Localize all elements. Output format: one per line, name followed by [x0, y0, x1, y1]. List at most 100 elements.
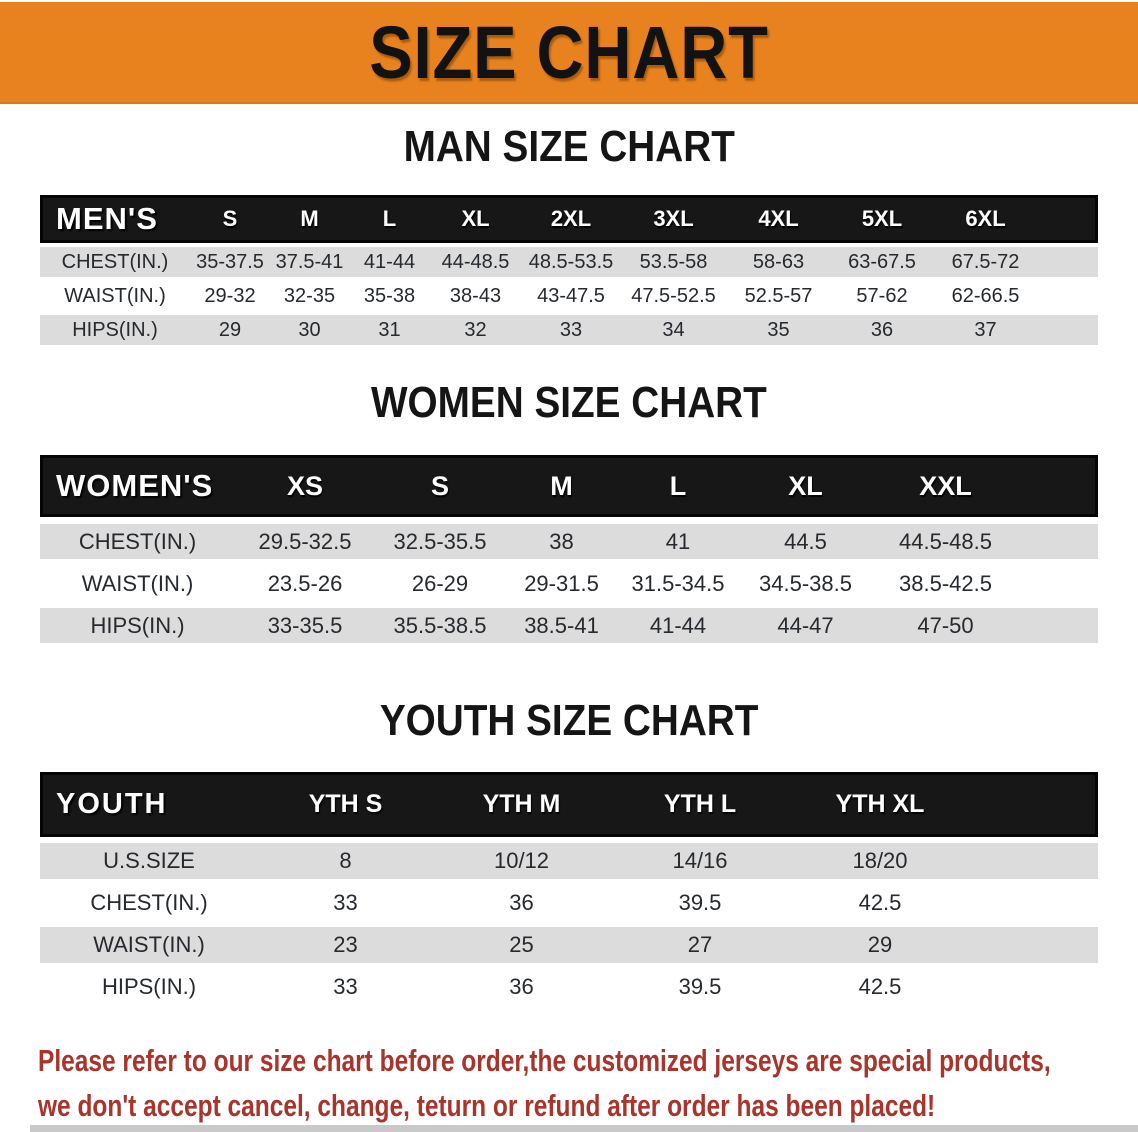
size-value-cell: 26-29	[411, 570, 469, 596]
table-row-hips: HIPS(IN.) 33-35.5 35.5-38.5 38.5-41 41-4…	[40, 608, 1098, 643]
size-column-header: XL	[461, 206, 490, 231]
size-value-cell: 38	[549, 528, 574, 554]
size-value-cell: 29	[867, 932, 893, 957]
size-value-cell: 58-63	[752, 250, 805, 273]
size-value-cell: 63-67.5	[848, 250, 916, 273]
youth-size-table: YOUTH YTH S YTH M YTH L YTH XL U.S.SIZE …	[40, 772, 1098, 1005]
row-label: HIPS(IN.)	[72, 318, 158, 341]
size-value-cell: 38.5-42.5	[899, 570, 992, 596]
man-section-title-text: MAN SIZE CHART	[403, 122, 735, 171]
size-value-cell: 34	[662, 318, 685, 341]
men-table-header: MEN'S S M L XL 2XL 3XL 4XL 5XL 6XL	[40, 195, 1098, 243]
size-value-cell: 14/16	[672, 848, 728, 873]
size-value-cell: 39.5	[678, 974, 722, 999]
disclaimer-line-2: we don't accept cancel, change, teturn o…	[38, 1088, 936, 1123]
size-column-header: 4XL	[758, 206, 799, 231]
size-column-header: L	[669, 470, 687, 501]
size-value-cell: 53.5-58	[639, 250, 708, 273]
women-section-title: WOMEN SIZE CHART	[0, 378, 1138, 428]
row-label: WAIST(IN.)	[81, 570, 194, 596]
row-label: CHEST(IN.)	[61, 250, 169, 273]
youth-section-title: YOUTH SIZE CHART	[0, 696, 1138, 746]
women-section-title-text: WOMEN SIZE CHART	[371, 378, 767, 427]
row-label: WAIST(IN.)	[64, 284, 166, 307]
banner: SIZE CHART	[0, 2, 1138, 104]
women-size-table: WOMEN'S XS S M L XL XXL CHEST(IN.) 29.5-…	[40, 455, 1098, 643]
size-value-cell: 41-44	[363, 250, 416, 273]
man-section-title: MAN SIZE CHART	[0, 122, 1138, 172]
size-value-cell: 38.5-41	[524, 612, 599, 638]
size-value-cell: 29-32	[204, 284, 256, 307]
size-column-header: XS	[286, 470, 324, 501]
size-column-header: M	[300, 206, 319, 231]
table-row-waist: WAIST(IN.) 23.5-26 26-29 29-31.5 31.5-34…	[40, 566, 1098, 601]
size-value-cell: 34.5-38.5	[759, 570, 852, 596]
size-value-cell: 18/20	[852, 848, 908, 873]
size-column-header: YTH L	[663, 790, 737, 818]
row-label: WAIST(IN.)	[93, 932, 205, 957]
table-row-chest: CHEST(IN.) 35-37.5 37.5-41 41-44 44-48.5…	[40, 247, 1098, 277]
size-column-header: YTH S	[308, 790, 383, 818]
size-value-cell: 29-31.5	[524, 570, 599, 596]
size-value-cell: 39.5	[678, 890, 722, 915]
size-value-cell: 32	[464, 318, 487, 341]
size-column-header: 6XL	[965, 206, 1006, 231]
size-column-header: 5XL	[861, 206, 903, 231]
size-value-cell: 36	[509, 890, 534, 915]
bottom-edge-strip	[30, 1125, 1138, 1132]
row-label: CHEST(IN.)	[78, 528, 197, 554]
size-value-cell: 35.5-38.5	[393, 612, 487, 638]
size-column-header: S	[430, 470, 449, 501]
size-value-cell: 52.5-57	[744, 284, 813, 307]
size-value-cell: 57-62	[856, 284, 908, 307]
size-column-header: XXL	[919, 470, 972, 501]
size-value-cell: 33	[333, 890, 358, 915]
size-value-cell: 36	[509, 974, 534, 999]
size-value-cell: 35	[767, 318, 790, 341]
youth-table-header: YOUTH YTH S YTH M YTH L YTH XL	[40, 772, 1098, 837]
banner-title: SIZE CHART	[369, 10, 769, 94]
size-value-cell: 44-47	[777, 612, 834, 638]
size-column-header: YTH M	[482, 790, 561, 818]
disclaimer-line-1: Please refer to our size chart before or…	[38, 1043, 1051, 1078]
size-value-cell: 67.5-72	[951, 250, 1020, 273]
size-value-cell: 44.5	[784, 528, 827, 554]
table-row-hips: HIPS(IN.) 33 36 39.5 42.5	[40, 969, 1098, 1005]
men-size-table: MEN'S S M L XL 2XL 3XL 4XL 5XL 6XL CHEST…	[40, 195, 1098, 345]
size-column-header: YTH XL	[835, 790, 925, 818]
size-value-cell: 47-50	[917, 612, 974, 638]
size-value-cell: 47.5-52.5	[631, 284, 716, 307]
table-row-chest: CHEST(IN.) 29.5-32.5 32.5-35.5 38 41 44.…	[40, 524, 1098, 559]
size-column-header: XL	[788, 470, 823, 501]
size-value-cell: 37.5-41	[275, 250, 344, 273]
size-value-cell: 8	[339, 848, 352, 873]
disclaimer: Please refer to our size chart before or…	[38, 1038, 1138, 1128]
size-column-header: M	[550, 470, 573, 501]
size-value-cell: 33-35.5	[267, 612, 343, 638]
size-value-cell: 23.5-26	[267, 570, 343, 596]
size-value-cell: 23	[333, 932, 358, 957]
size-value-cell: 35-37.5	[196, 250, 264, 273]
size-value-cell: 10/12	[493, 848, 550, 873]
size-value-cell: 29	[218, 318, 242, 341]
size-value-cell: 25	[509, 932, 534, 957]
size-column-header: S	[222, 206, 238, 231]
size-column-header: 2XL	[550, 206, 592, 231]
row-label: U.S.SIZE	[103, 848, 195, 873]
size-value-cell: 30	[298, 318, 321, 341]
youth-section-title-text: YOUTH SIZE CHART	[379, 696, 759, 745]
size-value-cell: 44-48.5	[441, 250, 510, 273]
table-row-waist: WAIST(IN.) 29-32 32-35 35-38 38-43 43-47…	[40, 281, 1098, 311]
size-value-cell: 35-38	[363, 284, 416, 307]
size-value-cell: 44.5-48.5	[899, 528, 992, 554]
table-row-hips: HIPS(IN.) 29 30 31 32 33 34 35 36 37	[40, 315, 1098, 345]
row-label: HIPS(IN.)	[101, 974, 197, 999]
size-value-cell: 42.5	[858, 974, 902, 999]
row-label: CHEST(IN.)	[90, 890, 208, 915]
table-row-ussize: U.S.SIZE 8 10/12 14/16 18/20	[40, 843, 1098, 879]
size-value-cell: 31.5-34.5	[631, 570, 725, 596]
size-value-cell: 38-43	[449, 284, 502, 307]
size-value-cell: 41-44	[649, 612, 707, 638]
size-value-cell: 37	[974, 318, 997, 341]
size-value-cell: 32.5-35.5	[393, 528, 487, 554]
